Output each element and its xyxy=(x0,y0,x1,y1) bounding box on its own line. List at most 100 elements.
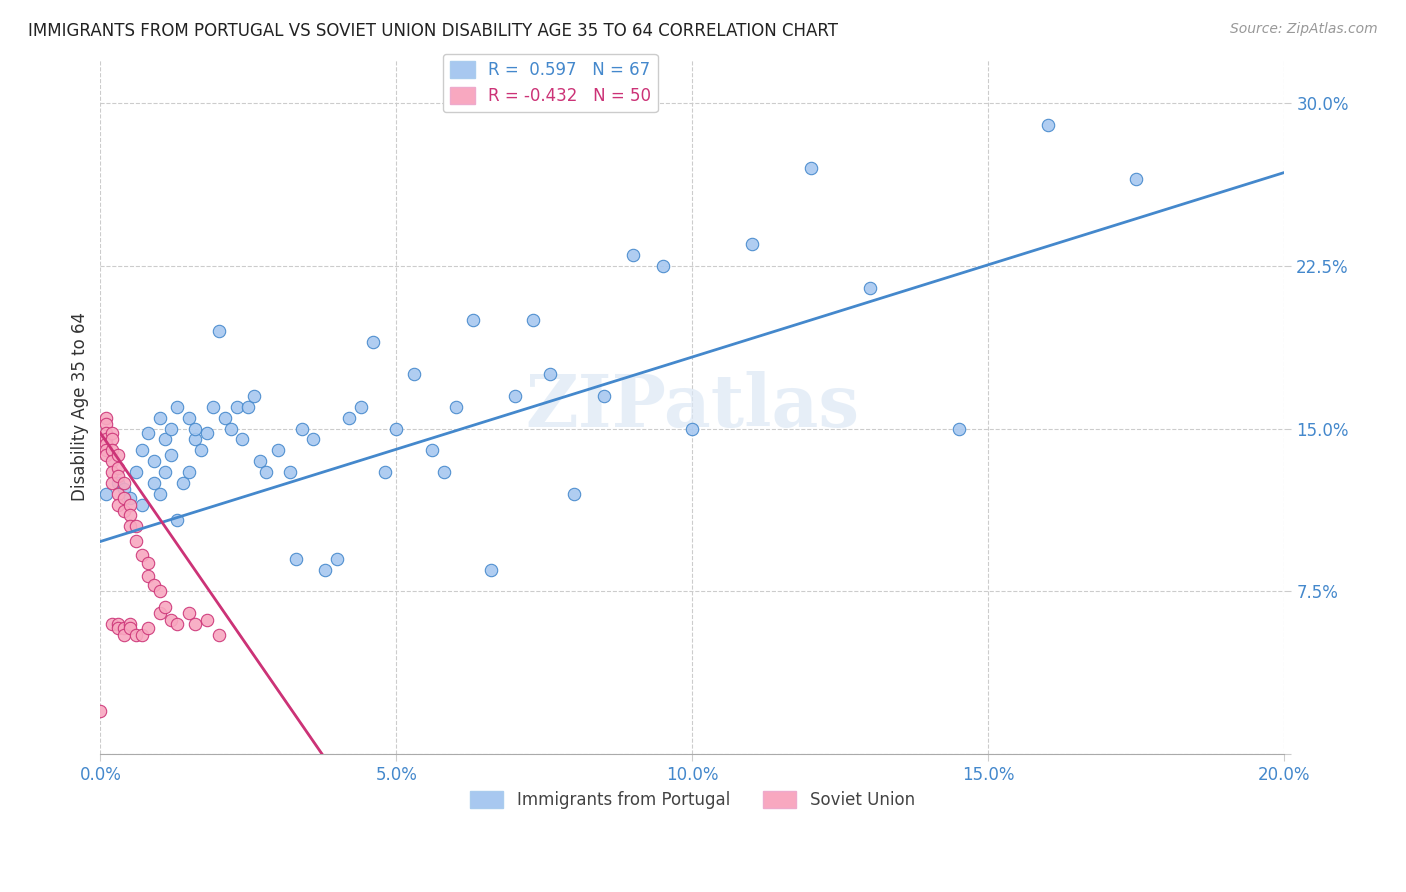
Point xyxy=(337,410,360,425)
Point xyxy=(96,448,118,462)
Point xyxy=(118,519,141,533)
Point xyxy=(112,491,135,505)
Point xyxy=(89,704,111,718)
Point xyxy=(101,475,124,490)
Point xyxy=(800,161,823,175)
Point xyxy=(142,454,165,468)
Point xyxy=(96,410,118,425)
Point xyxy=(538,368,561,382)
Point xyxy=(214,410,236,425)
Point xyxy=(184,617,207,632)
Point xyxy=(107,487,129,501)
Point xyxy=(131,548,153,562)
Point xyxy=(231,433,253,447)
Point xyxy=(155,433,177,447)
Point xyxy=(131,498,153,512)
Point xyxy=(118,617,141,632)
Point xyxy=(96,433,118,447)
Point xyxy=(208,324,231,338)
Point xyxy=(107,617,129,632)
Point xyxy=(96,437,118,451)
Legend: Immigrants from Portugal, Soviet Union: Immigrants from Portugal, Soviet Union xyxy=(463,784,921,815)
Point xyxy=(148,584,170,599)
Point xyxy=(125,628,148,642)
Point xyxy=(136,425,159,440)
Point xyxy=(118,621,141,635)
Point xyxy=(195,613,218,627)
Point xyxy=(219,422,242,436)
Point xyxy=(302,433,325,447)
Point xyxy=(201,400,224,414)
Point xyxy=(621,248,644,262)
Point xyxy=(136,569,159,583)
Point xyxy=(179,465,201,479)
Point xyxy=(225,400,247,414)
Point xyxy=(179,606,201,620)
Point xyxy=(107,498,129,512)
Point xyxy=(107,621,129,635)
Text: IMMIGRANTS FROM PORTUGAL VS SOVIET UNION DISABILITY AGE 35 TO 64 CORRELATION CHA: IMMIGRANTS FROM PORTUGAL VS SOVIET UNION… xyxy=(28,22,838,40)
Point xyxy=(131,628,153,642)
Point xyxy=(107,475,129,490)
Point xyxy=(96,417,118,432)
Point xyxy=(136,556,159,570)
Point xyxy=(112,475,135,490)
Point xyxy=(361,334,384,349)
Point xyxy=(148,410,170,425)
Point xyxy=(291,422,314,436)
Point xyxy=(243,389,266,403)
Point xyxy=(592,389,614,403)
Point xyxy=(433,465,456,479)
Point xyxy=(101,617,124,632)
Point xyxy=(101,465,124,479)
Point xyxy=(160,448,183,462)
Point xyxy=(314,563,336,577)
Point xyxy=(1036,118,1059,132)
Point xyxy=(948,422,970,436)
Point xyxy=(503,389,526,403)
Point xyxy=(385,422,408,436)
Point xyxy=(267,443,290,458)
Point xyxy=(195,425,218,440)
Point xyxy=(112,621,135,635)
Y-axis label: Disability Age 35 to 64: Disability Age 35 to 64 xyxy=(72,312,89,501)
Point xyxy=(112,504,135,518)
Point xyxy=(1125,172,1147,186)
Point xyxy=(101,433,124,447)
Point xyxy=(107,448,129,462)
Point xyxy=(741,237,763,252)
Point xyxy=(101,454,124,468)
Point xyxy=(155,599,177,614)
Point xyxy=(444,400,467,414)
Point xyxy=(373,465,395,479)
Point xyxy=(96,443,118,458)
Point xyxy=(96,487,118,501)
Point xyxy=(350,400,373,414)
Point xyxy=(166,513,188,527)
Point xyxy=(284,552,307,566)
Point xyxy=(179,410,201,425)
Point xyxy=(479,563,502,577)
Point xyxy=(118,498,141,512)
Point xyxy=(101,443,124,458)
Point xyxy=(184,422,207,436)
Point xyxy=(208,628,231,642)
Point xyxy=(142,475,165,490)
Point xyxy=(420,443,443,458)
Point xyxy=(859,280,882,294)
Point xyxy=(249,454,271,468)
Point xyxy=(107,460,129,475)
Point xyxy=(651,259,673,273)
Point xyxy=(254,465,277,479)
Point xyxy=(112,483,135,497)
Point xyxy=(155,465,177,479)
Point xyxy=(326,552,349,566)
Point xyxy=(142,578,165,592)
Point xyxy=(160,422,183,436)
Point xyxy=(238,400,260,414)
Point xyxy=(125,465,148,479)
Point xyxy=(131,443,153,458)
Point xyxy=(101,425,124,440)
Point xyxy=(562,487,585,501)
Point xyxy=(118,508,141,523)
